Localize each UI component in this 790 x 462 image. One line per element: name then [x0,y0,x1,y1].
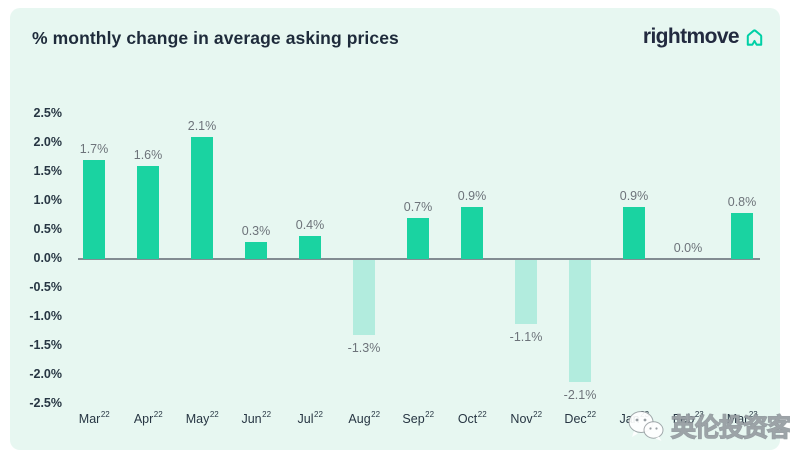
bar [191,137,213,259]
bar-value-label: -1.1% [509,329,543,344]
bar-value-label: 0.4% [295,217,325,232]
bar-value-label: 0.0% [673,241,703,255]
x-axis-label: Nov22 [510,410,543,427]
bar-value-label: 0.9% [457,188,487,203]
bar-value-label: 0.9% [619,188,649,203]
y-axis-tick: -0.5% [29,280,62,294]
y-axis-tick: 1.5% [33,164,63,178]
bar [137,166,159,259]
bar-value-label: -1.3% [347,341,381,356]
x-axis-label: Jun22 [241,410,272,427]
wechat-icon [626,408,666,444]
y-axis-tick: -1.5% [29,338,62,352]
watermark: 英伦投资客 [626,404,790,448]
bar [407,218,429,259]
bar [623,206,645,259]
y-axis-tick: -2.0% [29,367,62,381]
x-axis-label: Jul22 [297,410,323,427]
bar [245,241,267,259]
x-axis-label: May22 [185,410,219,427]
watermark-text: 英伦投资客 [670,413,790,442]
zero-axis-line [78,258,760,260]
y-axis-tick: 2.5% [33,106,63,120]
bar-value-label: 0.7% [403,200,433,215]
bar [353,260,375,336]
bar-value-label: 1.7% [79,142,109,157]
y-axis-tick: -2.5% [29,396,62,410]
chart-title: % monthly change in average asking price… [32,28,399,48]
x-axis-label: Feb23 [672,410,704,427]
x-axis-label: Aug22 [348,410,381,427]
x-axis-label: Mar22 [78,410,110,427]
bar [569,260,591,382]
bar-value-label: 2.1% [187,119,217,134]
bar [731,212,753,259]
y-axis-tick: 0.5% [33,222,63,236]
x-axis-label: Sep22 [402,410,435,427]
bar [299,235,321,259]
y-axis-tick: 2.0% [33,135,63,149]
bar-value-label: -2.1% [563,387,597,402]
x-axis-label: Mar23 [726,410,758,427]
y-axis-tick: 1.0% [33,193,63,207]
bar-value-label: 1.6% [133,148,163,163]
x-axis-label: Apr22 [133,410,163,427]
bar-value-label: 0.3% [241,223,271,238]
x-axis-label: Dec22 [564,410,597,427]
bar [83,160,105,259]
x-axis-label: Oct22 [457,410,487,427]
y-axis-tick: -1.0% [29,309,62,323]
brand-logo: rightmove [643,24,766,50]
brand-wordmark: rightmove [642,25,740,48]
y-axis-tick: 0.0% [33,251,63,265]
house-outline-icon [743,26,766,49]
bar [461,206,483,259]
bar [515,260,537,324]
bar-value-label: 0.8% [727,194,757,209]
